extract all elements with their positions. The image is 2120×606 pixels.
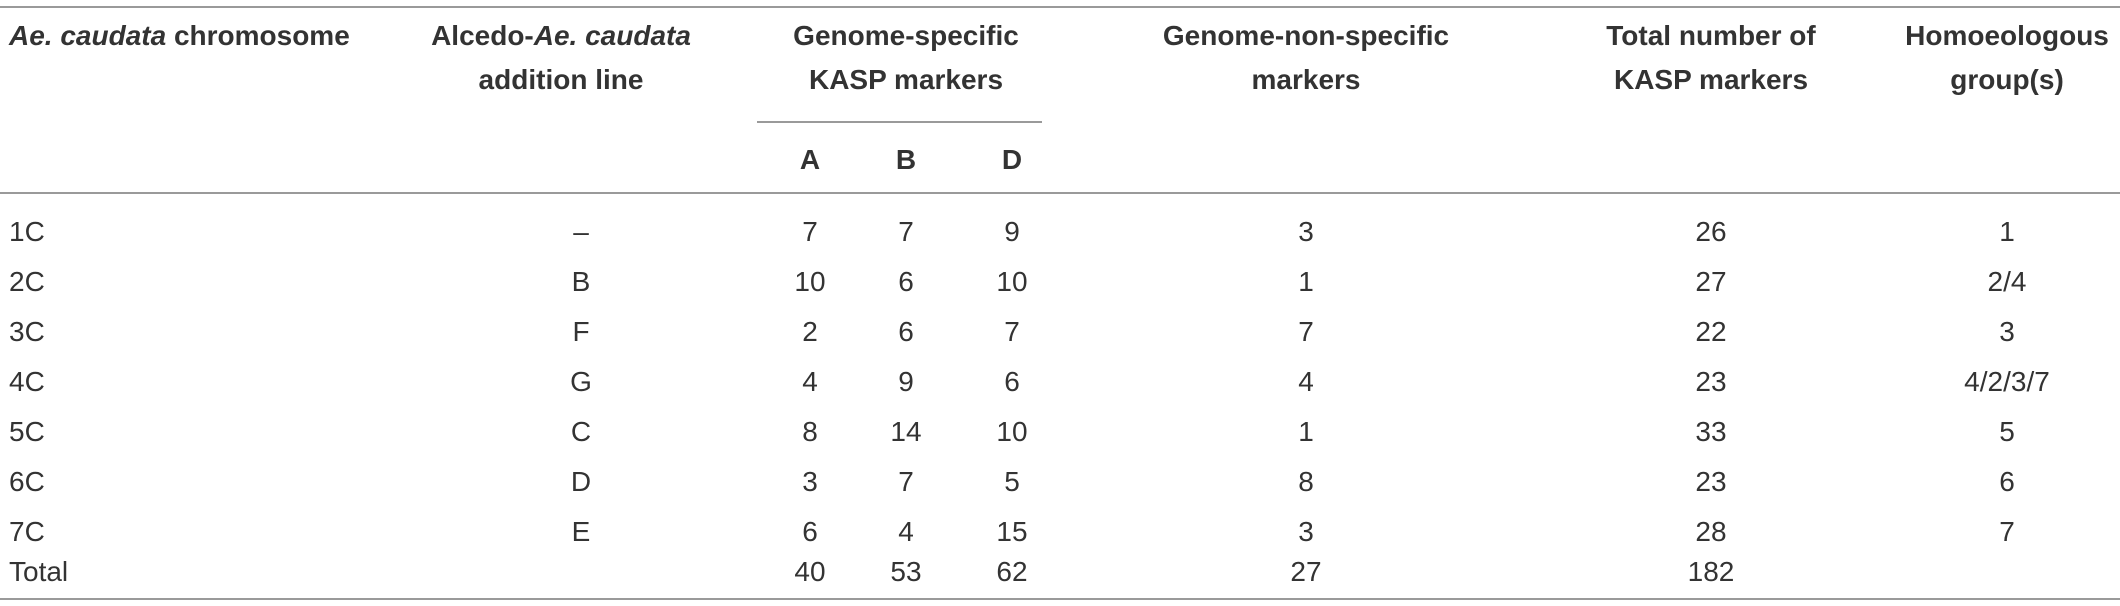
cell-total: 23 xyxy=(1695,366,1727,397)
header-total: Total number of xyxy=(1606,20,1816,51)
cell-addition-line: D xyxy=(570,466,592,497)
cell-chromosome: 5C xyxy=(9,416,45,447)
cell-chromosome: 3C xyxy=(9,316,45,347)
cell-b: 6 xyxy=(898,266,914,297)
cell-b: 6 xyxy=(898,316,914,347)
header-sub-b: B xyxy=(895,144,917,175)
cell-total: 28 xyxy=(1695,516,1727,547)
header-bottom-rule xyxy=(0,192,2120,194)
cell-d: 15 xyxy=(996,516,1028,547)
cell-group: 2/4 xyxy=(1987,266,2027,297)
cell-addition-line: G xyxy=(570,366,592,397)
header-chromosome: Ae. caudata chromosome xyxy=(9,18,350,54)
cell-b: 14 xyxy=(890,416,922,447)
header-total-2: KASP markers xyxy=(1613,64,1809,95)
cell-a: 2 xyxy=(802,316,818,347)
cell-d: 10 xyxy=(996,266,1028,297)
cell-chromosome: 2C xyxy=(9,266,45,297)
header-sub-d: D xyxy=(1001,144,1023,175)
cell-non-specific: 7 xyxy=(1298,316,1314,347)
cell-b: 7 xyxy=(898,466,914,497)
cell-non-specific: 1 xyxy=(1298,416,1314,447)
cell-chromosome: Total xyxy=(9,556,69,587)
cell-d: 6 xyxy=(1004,366,1020,397)
header-homoeologous-2: group(s) xyxy=(1950,64,2064,95)
cell-a: 7 xyxy=(802,216,818,247)
cell-group: 5 xyxy=(1999,416,2015,447)
cell-non-specific: 27 xyxy=(1290,556,1322,587)
cell-non-specific: 4 xyxy=(1298,366,1314,397)
cell-chromosome: 7C xyxy=(9,516,45,547)
cell-a: 10 xyxy=(794,266,826,297)
cell-a: 40 xyxy=(794,556,826,587)
cell-b: 9 xyxy=(898,366,914,397)
header-addition-line-prefix: Alcedo- xyxy=(431,20,534,51)
header-non-specific: Genome-non-specific xyxy=(1162,20,1450,51)
cell-d: 7 xyxy=(1004,316,1020,347)
cell-addition-line: F xyxy=(572,316,590,347)
header-homoeologous: Homoeologous xyxy=(1905,20,2109,51)
cell-b: 4 xyxy=(898,516,914,547)
cell-d: 9 xyxy=(1004,216,1020,247)
header-chromosome-suffix: chromosome xyxy=(166,20,350,51)
header-addition-line: Alcedo-Ae. caudata xyxy=(431,18,691,54)
cell-d: 10 xyxy=(996,416,1028,447)
cell-addition-line: E xyxy=(571,516,591,547)
cell-chromosome: 6C xyxy=(9,466,45,497)
cell-total: 33 xyxy=(1695,416,1727,447)
cell-non-specific: 3 xyxy=(1298,516,1314,547)
genome-specific-span-rule xyxy=(757,121,1042,123)
cell-total: 23 xyxy=(1695,466,1727,497)
cell-group: 6 xyxy=(1999,466,2015,497)
cell-b: 53 xyxy=(890,556,922,587)
cell-d: 62 xyxy=(996,556,1028,587)
header-addition-line-2: addition line xyxy=(478,64,644,95)
cell-total: 26 xyxy=(1695,216,1727,247)
cell-total: 22 xyxy=(1695,316,1727,347)
cell-chromosome: 4C xyxy=(9,366,45,397)
cell-non-specific: 8 xyxy=(1298,466,1314,497)
header-sub-a: A xyxy=(799,144,821,175)
cell-a: 4 xyxy=(802,366,818,397)
cell-addition-line: C xyxy=(570,416,592,447)
cell-chromosome: 1C xyxy=(9,216,45,247)
cell-group: 7 xyxy=(1999,516,2015,547)
cell-non-specific: 3 xyxy=(1298,216,1314,247)
header-non-specific-2: markers xyxy=(1251,64,1361,95)
cell-group: 4/2/3/7 xyxy=(1964,366,2050,397)
cell-addition-line: B xyxy=(571,266,591,297)
cell-group: 3 xyxy=(1999,316,2015,347)
cell-non-specific: 1 xyxy=(1298,266,1314,297)
header-genome-specific-2: KASP markers xyxy=(808,64,1004,95)
cell-a: 3 xyxy=(802,466,818,497)
cell-b: 7 xyxy=(898,216,914,247)
cell-total: 27 xyxy=(1695,266,1727,297)
cell-group: 1 xyxy=(1999,216,2015,247)
cell-a: 6 xyxy=(802,516,818,547)
cell-addition-line: – xyxy=(573,216,589,247)
header-genome-specific: Genome-specific xyxy=(793,20,1019,51)
table-top-rule xyxy=(0,6,2120,8)
cell-total: 182 xyxy=(1687,556,1735,587)
table-bottom-rule xyxy=(0,598,2120,600)
cell-a: 8 xyxy=(802,416,818,447)
cell-d: 5 xyxy=(1004,466,1020,497)
header-addition-line-species: Ae. caudata xyxy=(533,20,691,51)
header-chromosome-species: Ae. caudata xyxy=(9,20,167,51)
